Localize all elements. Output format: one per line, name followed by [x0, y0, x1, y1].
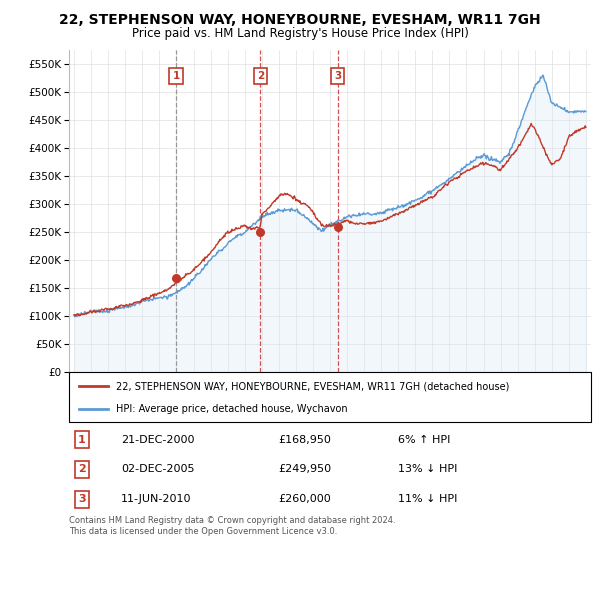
Text: 1: 1: [78, 435, 86, 445]
Text: 2: 2: [257, 71, 264, 81]
Text: 22, STEPHENSON WAY, HONEYBOURNE, EVESHAM, WR11 7GH: 22, STEPHENSON WAY, HONEYBOURNE, EVESHAM…: [59, 13, 541, 27]
Text: 3: 3: [78, 494, 86, 504]
Text: £168,950: £168,950: [278, 435, 331, 445]
Text: £249,950: £249,950: [278, 464, 331, 474]
Text: 13% ↓ HPI: 13% ↓ HPI: [398, 464, 457, 474]
Text: 11% ↓ HPI: 11% ↓ HPI: [398, 494, 457, 504]
Text: 11-JUN-2010: 11-JUN-2010: [121, 494, 192, 504]
Text: £260,000: £260,000: [278, 494, 331, 504]
Text: Price paid vs. HM Land Registry's House Price Index (HPI): Price paid vs. HM Land Registry's House …: [131, 27, 469, 40]
Text: Contains HM Land Registry data © Crown copyright and database right 2024.
This d: Contains HM Land Registry data © Crown c…: [69, 516, 395, 536]
Text: 6% ↑ HPI: 6% ↑ HPI: [398, 435, 450, 445]
Text: 02-DEC-2005: 02-DEC-2005: [121, 464, 194, 474]
Text: 2: 2: [78, 464, 86, 474]
Text: 1: 1: [172, 71, 179, 81]
Text: 22, STEPHENSON WAY, HONEYBOURNE, EVESHAM, WR11 7GH (detached house): 22, STEPHENSON WAY, HONEYBOURNE, EVESHAM…: [116, 381, 509, 391]
Text: HPI: Average price, detached house, Wychavon: HPI: Average price, detached house, Wych…: [116, 404, 347, 414]
Text: 3: 3: [334, 71, 341, 81]
Text: 21-DEC-2000: 21-DEC-2000: [121, 435, 194, 445]
